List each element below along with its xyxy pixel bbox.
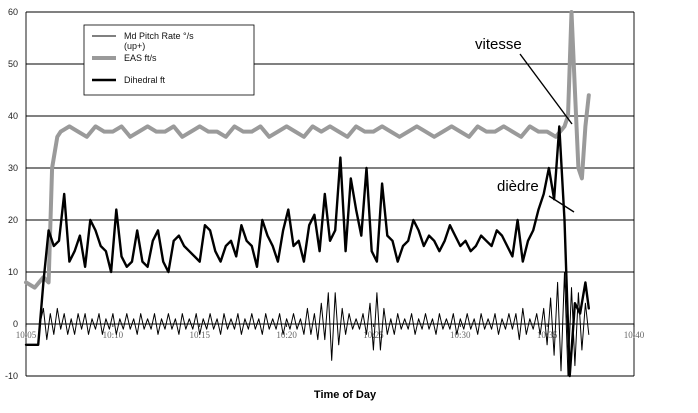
series-line-md-pitch-rate-s [25,271,590,377]
x-tick-label: 10:10 [103,330,124,340]
annotation-vitesse-arrow [519,53,573,125]
series-line-dihedral-ft [24,125,590,378]
x-axis-label: Time of Day [314,389,377,401]
legend-label-eas: EAS ft/s [124,53,157,63]
annotation-vitesse: vitesse [475,36,522,53]
legend-label-pitch-line2: (up+) [124,41,145,51]
legend-label-dihedral: Dihedral ft [124,75,166,85]
x-tick-label: 10:15 [189,330,210,340]
x-tick-label: 10:25 [363,330,384,340]
annotation-diedre: dièdre [497,178,539,195]
x-tick-label: 10:40 [624,330,645,340]
y-tick-label: 20 [8,215,18,225]
series-lines [24,10,591,378]
y-tick-label: 30 [8,163,18,173]
legend: Md Pitch Rate °/s (up+) EAS ft/s Dihedra… [83,24,255,96]
y-tick-label: 50 [8,59,18,69]
y-tick-label: 0 [13,319,18,329]
series-line-eas-ft-s [24,10,591,290]
y-tick-label: -10 [5,371,18,381]
y-tick-label: 60 [8,7,18,17]
x-tick-label: 10:30 [450,330,471,340]
annotation-diedre-arrow [548,195,575,213]
y-axis-ticks: -10 0 10 20 30 40 50 60 [5,7,18,381]
x-tick-label: 10:05 [16,330,37,340]
annotations: vitesse dièdre [475,36,575,213]
y-tick-label: 10 [8,267,18,277]
legend-label-pitch: Md Pitch Rate °/s [124,31,194,41]
x-tick-label: 10:20 [276,330,297,340]
y-tick-label: 40 [8,111,18,121]
